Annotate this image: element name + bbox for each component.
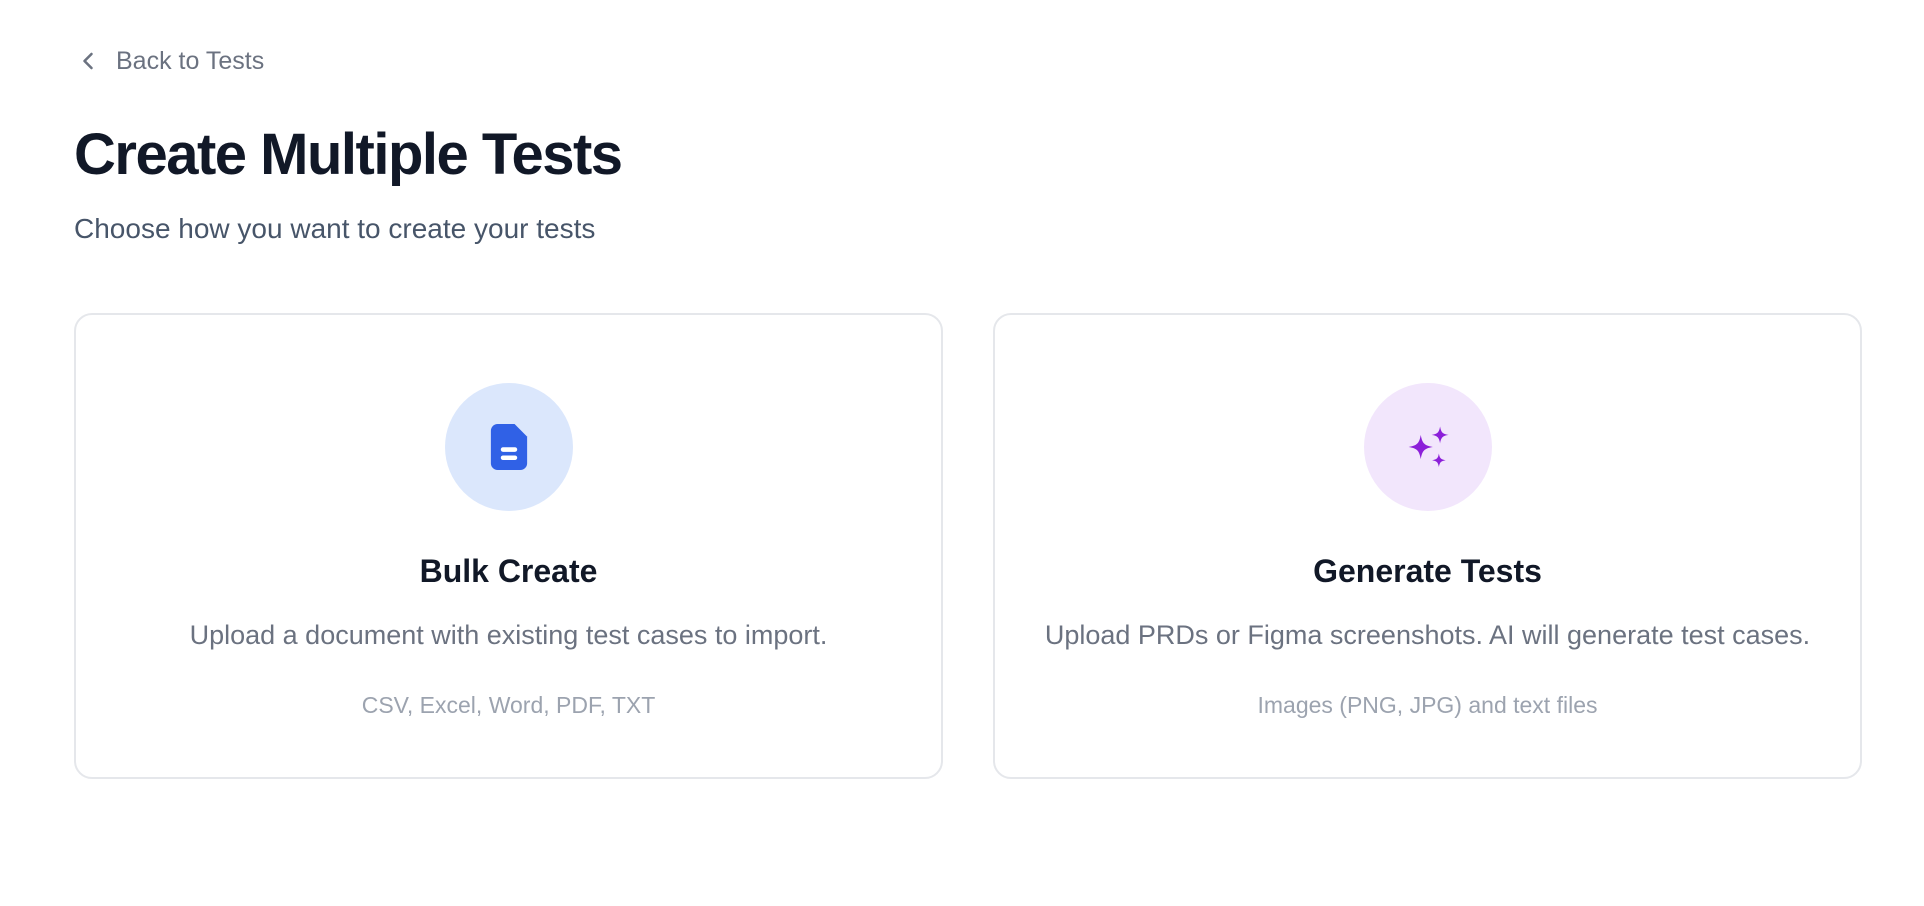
document-icon	[480, 418, 538, 476]
bulk-create-title: Bulk Create	[419, 553, 598, 590]
page-subtitle: Choose how you want to create your tests	[74, 212, 596, 244]
document-icon-circle	[444, 383, 573, 512]
page-title: Create Multiple Tests	[74, 122, 623, 187]
back-link-label: Back to Tests	[116, 47, 265, 75]
bulk-create-card[interactable]: Bulk Create Upload a document with exist…	[74, 313, 943, 779]
sparkles-icon-circle	[1363, 383, 1492, 512]
bulk-create-formats: CSV, Excel, Word, PDF, TXT	[361, 691, 656, 718]
back-to-tests-link[interactable]: Back to Tests	[74, 46, 264, 76]
generate-tests-description: Upload PRDs or Figma screenshots. AI wil…	[1044, 619, 1811, 650]
generate-tests-title: Generate Tests	[1313, 553, 1542, 590]
generate-tests-formats: Images (PNG, JPG) and text files	[1257, 691, 1598, 718]
create-options: Bulk Create Upload a document with exist…	[74, 313, 1862, 779]
sparkles-icon	[1399, 418, 1457, 476]
bulk-create-description: Upload a document with existing test cas…	[189, 619, 828, 650]
chevron-left-icon	[74, 47, 102, 75]
generate-tests-card[interactable]: Generate Tests Upload PRDs or Figma scre…	[993, 313, 1862, 779]
